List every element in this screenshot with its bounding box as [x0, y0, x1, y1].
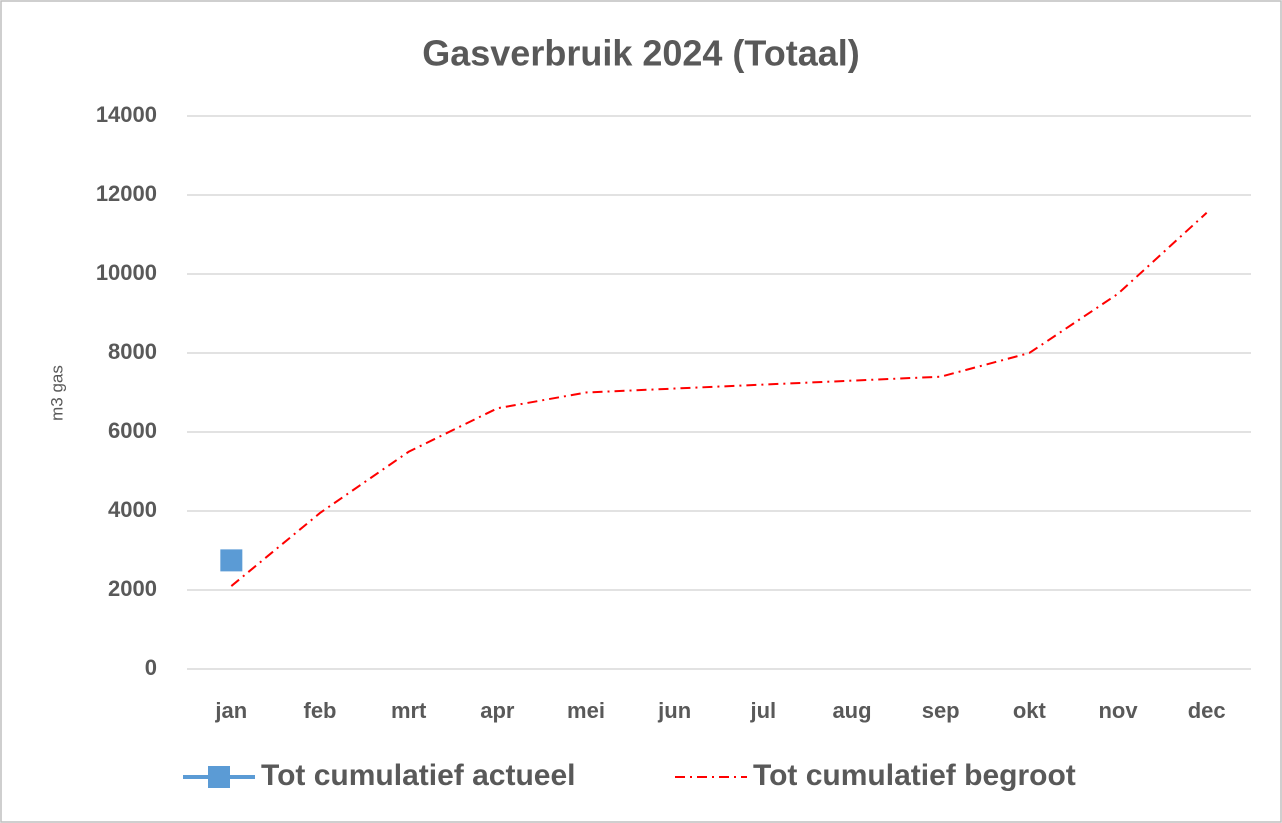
- x-tick-label: nov: [1098, 698, 1138, 723]
- y-tick-label: 8000: [108, 339, 157, 364]
- y-tick-label: 12000: [96, 181, 157, 206]
- y-tick-label: 14000: [96, 102, 157, 127]
- x-tick-label: dec: [1188, 698, 1226, 723]
- x-tick-label: mei: [567, 698, 605, 723]
- y-tick-label: 4000: [108, 497, 157, 522]
- y-axis-label: m3 gas: [47, 365, 66, 421]
- x-tick-label: jul: [749, 698, 776, 723]
- x-tick-label: okt: [1013, 698, 1047, 723]
- chart-title: Gasverbruik 2024 (Totaal): [422, 33, 860, 74]
- y-tick-label: 10000: [96, 260, 157, 285]
- x-tick-label: mrt: [391, 698, 427, 723]
- x-tick-label: jun: [657, 698, 691, 723]
- marker: [220, 549, 243, 572]
- series-line: [230, 212, 1208, 587]
- x-tick-label: apr: [480, 698, 515, 723]
- y-tick-label: 0: [145, 655, 157, 680]
- legend-label: Tot cumulatief actueel: [261, 759, 576, 792]
- x-tick-label: feb: [304, 698, 337, 723]
- x-tick-label: sep: [922, 698, 960, 723]
- x-tick-label: aug: [832, 698, 871, 723]
- legend-label: Tot cumulatief begroot: [753, 759, 1076, 792]
- x-tick-label: jan: [214, 698, 247, 723]
- y-tick-label: 6000: [108, 418, 157, 443]
- y-tick-label: 2000: [108, 576, 157, 601]
- legend-marker: [208, 766, 230, 788]
